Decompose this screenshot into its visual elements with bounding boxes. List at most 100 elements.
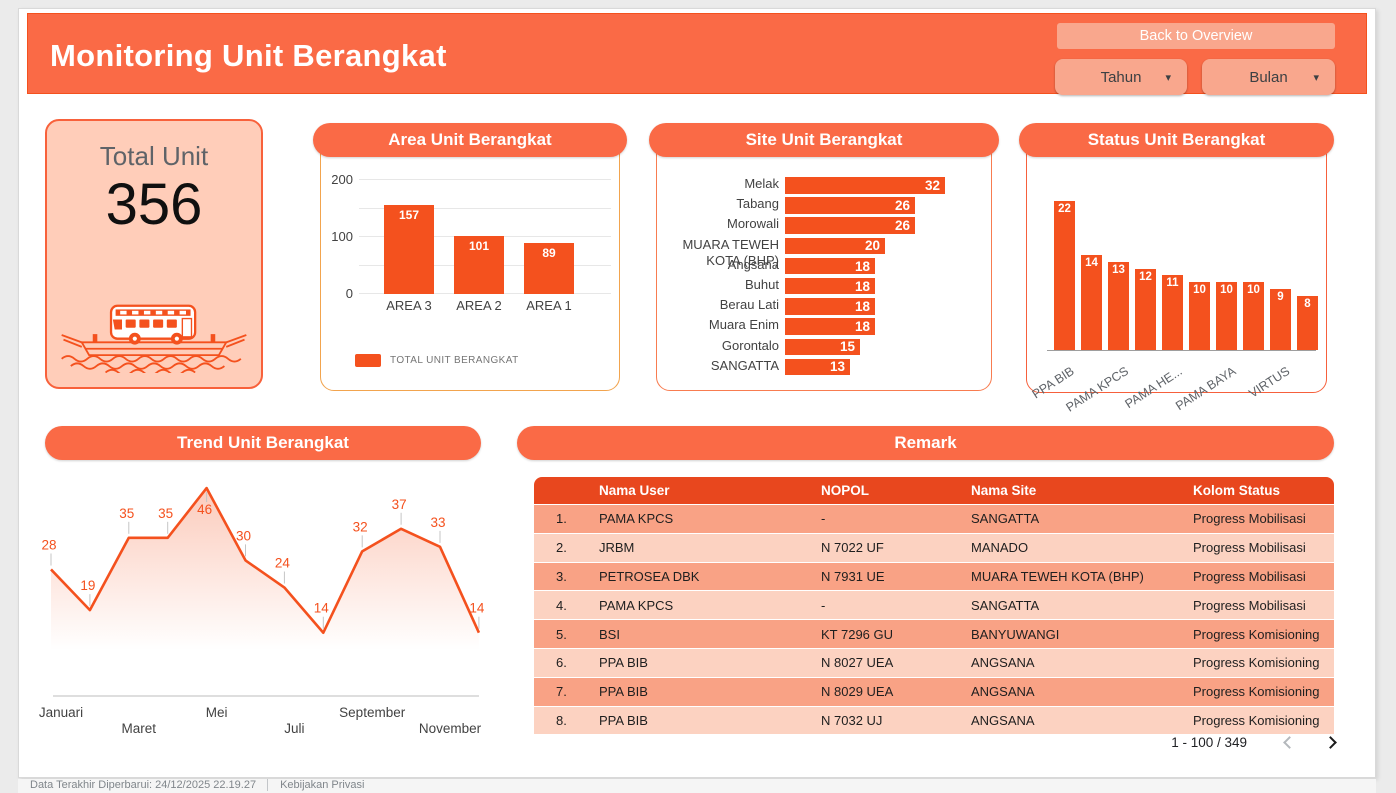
area-bar-chart: 0 100 200 157 101 89 AREA 3 AREA 2 AREA 1 TOTA… xyxy=(320,139,620,391)
bar-value-label: 14 xyxy=(1085,257,1098,269)
chart-legend: TOTAL UNIT BERANGKAT xyxy=(355,354,519,367)
status-chart-x-axis: PPA BIB PAMA KPCS PAMA HE... PAMA BAYA VIRTU… xyxy=(1030,356,1326,415)
site-bar-muara-enim[interactable]: 18 xyxy=(785,318,875,335)
back-to-overview-button[interactable]: Back to Overview xyxy=(1057,23,1335,49)
table-cell: ANGSANA xyxy=(971,655,1035,671)
point-value-label: 30 xyxy=(236,528,251,543)
bar-value-label: 18 xyxy=(854,258,870,274)
table-cell: Progress Komisioning xyxy=(1193,655,1320,671)
site-bar-row: SANGATTA 13 xyxy=(661,358,985,378)
status-bar-9[interactable]: 9 xyxy=(1270,288,1291,350)
site-bar-track: 26 xyxy=(785,196,915,214)
site-bar-row: Melak 32 xyxy=(661,176,985,196)
status-bar-3[interactable]: 13 xyxy=(1108,261,1129,350)
site-bar-buhut[interactable]: 18 xyxy=(785,277,875,295)
site-bar-track: 18 xyxy=(785,317,875,335)
bar-value-label: 18 xyxy=(854,298,870,314)
table-cell: SANGATTA xyxy=(971,511,1040,527)
bus-on-ferry-icon xyxy=(61,304,247,373)
gridline xyxy=(359,207,611,209)
site-bar-row: Morowali 26 xyxy=(661,216,985,236)
point-value-label: 14 xyxy=(314,601,330,616)
table-cell: PETROSEA DBK xyxy=(599,568,700,584)
remark-table-body: 1. PAMA KPCS - SANGATTA Progress Mobilisasi 2… xyxy=(534,504,1334,735)
table-row: 2. JRBM N 7022 UF MANADO Progress Mobilisasi xyxy=(534,532,1334,562)
table-cell: 7. xyxy=(556,684,567,700)
table-cell: SANGATTA xyxy=(971,597,1040,613)
status-bar-2[interactable]: 14 xyxy=(1081,255,1102,350)
table-cell: - xyxy=(821,511,826,527)
previous-page-icon[interactable] xyxy=(1283,736,1296,749)
table-cell: 8. xyxy=(556,712,567,728)
status-bar-6[interactable]: 10 xyxy=(1189,282,1210,350)
site-bar-row: Angsana 18 xyxy=(661,257,985,277)
site-bar-track: 13 xyxy=(785,358,850,376)
site-bar-row: Berau Lati 18 xyxy=(661,297,985,317)
table-cell: ANGSANA xyxy=(971,712,1035,728)
site-label: Gorontalo xyxy=(721,337,779,353)
point-value-label: 46 xyxy=(197,502,212,517)
status-chart-plot: 22 14 13 12 11 10 10 10 9 8 xyxy=(1051,160,1321,350)
area-unit-berangkat-card: Area Unit Berangkat 0 100 200 157 101 89 ARE… xyxy=(313,123,627,391)
point-value-label: 35 xyxy=(158,506,173,521)
table-cell: PPA BIB xyxy=(599,684,648,700)
y-axis-tick: 100 xyxy=(331,229,353,244)
pagination-label: 1 - 100 / 349 xyxy=(1171,735,1247,750)
x-axis-label: AREA 1 xyxy=(526,298,572,313)
table-cell: Progress Komisioning xyxy=(1193,626,1320,642)
table-cell: KT 7296 GU xyxy=(821,626,894,642)
privacy-policy-link[interactable]: Kebijakan Privasi xyxy=(267,779,365,791)
bar-value-label: 13 xyxy=(1112,263,1125,276)
filter-bulan-dropdown[interactable]: Bulan ▾ xyxy=(1202,59,1335,95)
trend-line-chart: 28 19 35 35 46 30 24 14 32 37 33 14 Januari Maret Mei J… xyxy=(39,486,485,736)
status-bar-4[interactable]: 12 xyxy=(1135,268,1156,350)
status-bar-8[interactable]: 10 xyxy=(1243,282,1264,350)
site-label: Berau Lati xyxy=(719,297,779,313)
site-bar-melak[interactable]: 32 xyxy=(785,177,945,194)
table-row: 6. PPA BIB N 8027 UEA ANGSANA Progress Komis… xyxy=(534,647,1334,677)
status-bar-7[interactable]: 10 xyxy=(1216,282,1237,350)
total-unit-label: Total Unit xyxy=(99,141,209,171)
bar-value-label: 15 xyxy=(839,339,855,355)
footer: Data Terakhir Diperbarui: 24/12/2025 22.… xyxy=(18,779,1376,793)
bar-value-label: 11 xyxy=(1166,277,1179,290)
status-bar-1[interactable]: 22 xyxy=(1054,200,1075,350)
table-cell: ANGSANA xyxy=(971,684,1035,700)
bar-value-label: 157 xyxy=(398,207,420,222)
bar-value-label: 13 xyxy=(829,359,845,375)
site-bar-morowali[interactable]: 26 xyxy=(785,217,915,234)
point-value-label: 28 xyxy=(41,537,56,552)
area-bar-area-3[interactable]: 157 xyxy=(384,204,434,294)
point-value-label: 32 xyxy=(353,519,368,534)
x-axis-label: AREA 3 xyxy=(386,298,432,313)
bar-value-label: 26 xyxy=(894,218,910,234)
site-bar-row: Tabang 26 xyxy=(661,196,985,216)
month-label: November xyxy=(419,721,482,736)
site-bar-angsana[interactable]: 18 xyxy=(785,257,875,275)
site-bar-berau-lati[interactable]: 18 xyxy=(785,298,875,315)
chevron-down-icon: ▾ xyxy=(1165,71,1171,84)
site-bar-row: Buhut 18 xyxy=(661,277,985,297)
dashboard-canvas: Monitoring Unit Berangkat Back to Overvi… xyxy=(18,8,1376,778)
bar-value-label: 89 xyxy=(542,246,556,261)
site-bar-muara-teweh-kota-bhp-[interactable]: 20 xyxy=(785,237,885,255)
next-page-icon[interactable] xyxy=(1324,736,1337,749)
table-cell: PAMA KPCS xyxy=(599,511,674,527)
point-value-label: 33 xyxy=(430,515,445,530)
remark-table-header: Nama User NOPOL Nama Site Kolom Status xyxy=(534,477,1334,504)
site-bar-gorontalo[interactable]: 15 xyxy=(785,338,860,355)
filter-tahun-dropdown[interactable]: Tahun ▾ xyxy=(1055,59,1187,95)
x-axis-label: AREA 2 xyxy=(456,298,502,313)
site-bar-sangatta[interactable]: 13 xyxy=(785,358,850,376)
area-bar-area-2[interactable]: 101 xyxy=(454,236,504,294)
area-bar-area-1[interactable]: 89 xyxy=(524,243,574,294)
status-bar-10[interactable]: 8 xyxy=(1297,295,1318,350)
status-bar-5[interactable]: 11 xyxy=(1162,275,1183,350)
table-cell: N 7032 UJ xyxy=(821,712,883,728)
bar-value-label: 10 xyxy=(1193,284,1206,297)
trend-line xyxy=(50,486,481,635)
area-chart-title: Area Unit Berangkat xyxy=(313,123,627,157)
bar-value-label: 22 xyxy=(1058,202,1071,215)
site-bar-tabang[interactable]: 26 xyxy=(785,197,915,214)
site-unit-berangkat-card: Site Unit Berangkat Melak 32 Tabang 26 Morow… xyxy=(649,123,999,391)
